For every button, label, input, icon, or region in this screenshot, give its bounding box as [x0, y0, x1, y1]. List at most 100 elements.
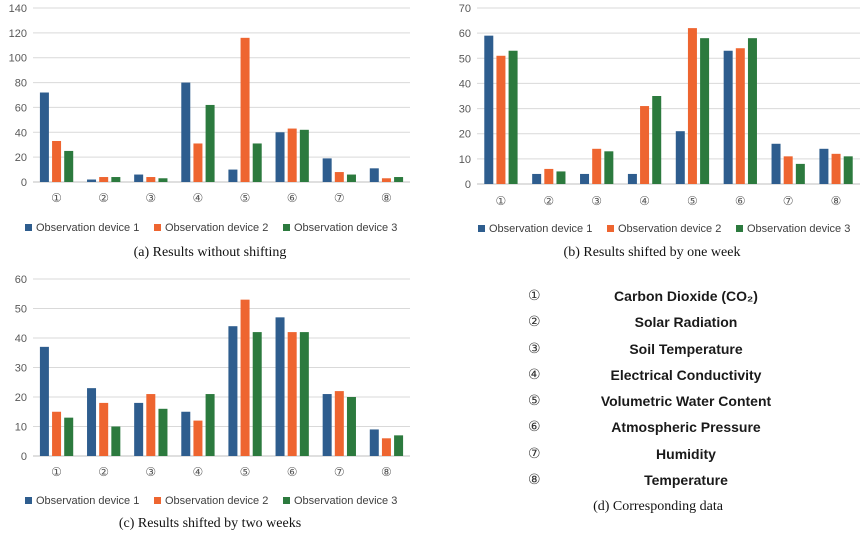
bar	[592, 148, 602, 184]
legend-row: ④ Electrical Conductivity	[528, 367, 788, 393]
bar	[240, 37, 250, 183]
y-tick-label: 140	[9, 3, 27, 15]
legend-number: ⑤	[528, 393, 541, 410]
bar	[369, 429, 379, 456]
caption-b: (b) Results shifted by one week	[563, 245, 741, 260]
x-category-label: ⑧	[381, 191, 392, 205]
bar	[240, 299, 250, 456]
x-category-label: ④	[193, 191, 204, 205]
bar	[158, 178, 168, 182]
bar	[299, 129, 309, 182]
caption-c: (c) Results shifted by two weeks	[118, 516, 302, 531]
y-tick-label: 80	[15, 78, 27, 90]
legend-row: ⑤ Volumetric Water Content	[528, 393, 788, 419]
bar	[99, 177, 109, 182]
legend-swatch	[25, 497, 32, 504]
bar	[99, 402, 109, 456]
x-category-label: ⑤	[687, 194, 698, 208]
y-tick-label: 50	[15, 304, 27, 316]
legend-name: Atmospheric Pressure	[611, 419, 761, 436]
bar	[496, 55, 506, 185]
x-category-label: ③	[145, 191, 156, 205]
legend-label: Observation device 1	[36, 222, 139, 234]
legend-row: ⑥ Atmospheric Pressure	[528, 419, 788, 445]
y-tick-label: 60	[15, 274, 27, 286]
chart-b: 0 10 20 30 40 50 60 70 ① ② ③ ④ ⑤ ⑥ ⑦ ⑧ Observation devic…	[440, 0, 864, 245]
bar	[556, 171, 566, 184]
bar	[193, 420, 203, 456]
y-tick-label: 60	[459, 28, 471, 40]
x-category-label: ⑦	[783, 194, 794, 208]
x-category-label: ⑥	[735, 194, 746, 208]
legend-label: Observation device 1	[36, 495, 139, 507]
bar	[369, 168, 379, 182]
y-tick-label: 40	[15, 333, 27, 345]
bar	[675, 131, 685, 184]
y-tick-label: 10	[15, 422, 27, 434]
legend-name: Carbon Dioxide (CO₂)	[614, 288, 758, 304]
bar	[831, 153, 841, 184]
category-legend: ① Carbon Dioxide (CO₂) ② Solar Radiation…	[528, 288, 788, 498]
bar	[334, 391, 344, 456]
y-tick-label: 0	[21, 177, 27, 189]
y-tick-label: 40	[15, 127, 27, 139]
y-tick-label: 70	[459, 3, 471, 15]
x-category-label: ⑧	[381, 465, 392, 479]
x-category-label: ②	[543, 194, 554, 208]
legend-name: Soil Temperature	[629, 340, 743, 357]
bar	[193, 143, 203, 182]
bar	[64, 150, 74, 182]
x-category-label: ⑥	[287, 465, 298, 479]
legend-label: Observation device 3	[294, 222, 397, 234]
legend-number: ⑧	[528, 472, 541, 489]
bar	[52, 140, 62, 182]
y-tick-label: 120	[9, 28, 27, 40]
y-tick-label: 50	[459, 53, 471, 65]
legend-name: Solar Radiation	[634, 314, 738, 331]
bar	[228, 326, 238, 456]
x-category-label: ⑤	[240, 465, 251, 479]
bar	[783, 156, 793, 184]
legend-number: ④	[528, 366, 541, 383]
x-category-label: ⑥	[287, 191, 298, 205]
legend-swatch	[283, 497, 290, 504]
x-category-label: ①	[51, 191, 62, 205]
legend-name: Temperature	[644, 472, 728, 489]
bar	[795, 163, 805, 184]
x-category-label: ④	[639, 194, 650, 208]
legend-number: ③	[528, 340, 541, 357]
bar	[134, 174, 144, 182]
x-category-label: ⑤	[240, 191, 251, 205]
chart-a: 0 20 40 60 80 100 120 140 ① ② ③ ④ ⑤ ⑥ ⑦ ⑧ Observation de…	[0, 0, 420, 245]
y-tick-label: 60	[15, 102, 27, 114]
bar	[87, 388, 97, 456]
bar	[735, 48, 745, 184]
bar	[580, 173, 590, 184]
bar	[627, 173, 637, 184]
legend-swatch	[154, 497, 161, 504]
x-category-label: ⑦	[334, 465, 345, 479]
bar	[640, 106, 650, 184]
bar	[747, 38, 757, 184]
bar	[299, 332, 309, 456]
bar	[771, 143, 781, 184]
legend-label: Observation device 1	[489, 223, 592, 235]
bar	[181, 82, 191, 182]
x-category-label: ①	[51, 465, 62, 479]
legend-number: ②	[528, 314, 541, 331]
legend-row: ⑦ Humidity	[528, 446, 788, 472]
legend-label: Observation device 2	[165, 495, 268, 507]
bar	[508, 50, 518, 184]
y-tick-label: 20	[15, 152, 27, 164]
bar	[252, 332, 262, 456]
bar	[64, 417, 74, 456]
legend-swatch	[478, 225, 485, 232]
bar	[652, 96, 662, 184]
bar	[275, 317, 285, 456]
x-category-label: ③	[591, 194, 602, 208]
x-category-label: ②	[98, 191, 109, 205]
y-tick-label: 30	[459, 104, 471, 116]
bar	[111, 426, 121, 456]
bar	[687, 28, 697, 184]
bar	[275, 132, 285, 182]
